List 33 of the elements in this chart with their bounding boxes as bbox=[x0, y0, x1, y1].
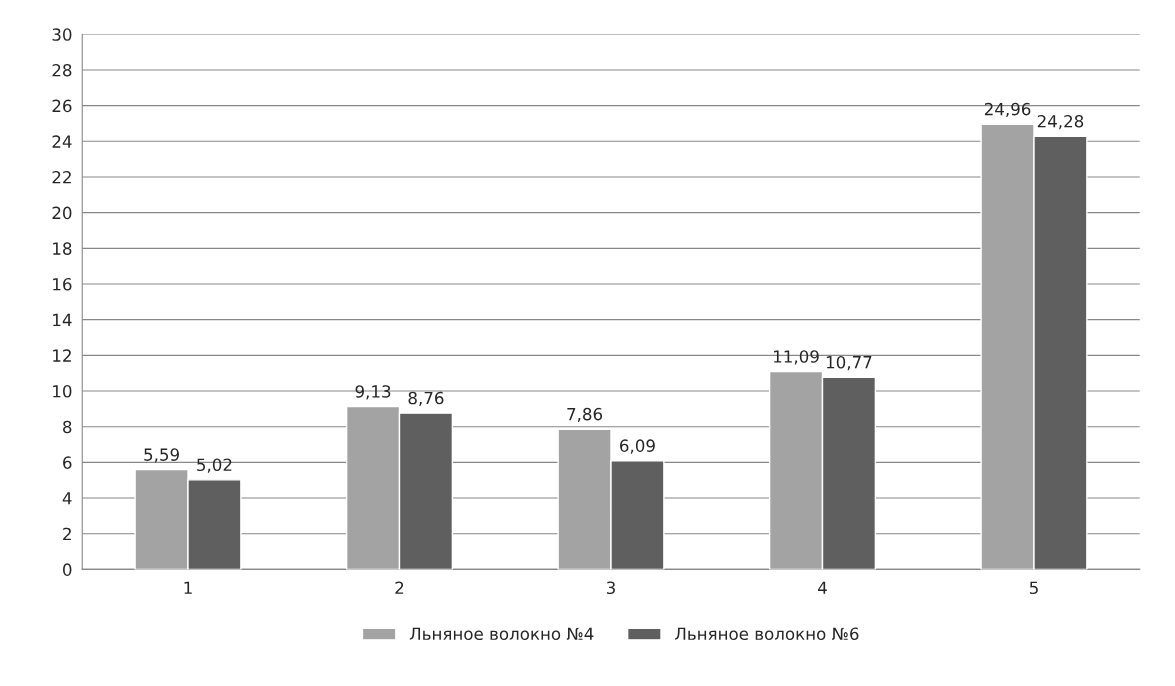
data-label: 6,09 bbox=[620, 439, 655, 454]
y-tick-label: 26 bbox=[52, 99, 72, 113]
y-tick-label: 22 bbox=[52, 170, 71, 184]
y-tick-label: 30 bbox=[52, 28, 72, 41]
y-tick-label: 20 bbox=[52, 206, 72, 220]
data-label: 8,76 bbox=[408, 391, 444, 407]
y-tick-label: 10 bbox=[53, 384, 72, 398]
x-tick-label: 3 bbox=[606, 581, 615, 595]
y-tick-label: 6 bbox=[63, 456, 72, 469]
x-tick-label: 2 bbox=[395, 581, 404, 594]
data-label: 5,59 bbox=[144, 448, 179, 463]
y-tick-label: 14 bbox=[53, 313, 72, 327]
y-tick-label: 2 bbox=[63, 527, 71, 541]
y-tick-label: 18 bbox=[53, 242, 72, 255]
data-label: 7,86 bbox=[567, 407, 603, 423]
y-tick-label: 8 bbox=[63, 420, 72, 434]
x-tick-label: 4 bbox=[818, 581, 827, 594]
data-label: 24,96 bbox=[984, 102, 1031, 118]
x-tick-label: 1 bbox=[184, 581, 192, 594]
data-label: 5,02 bbox=[197, 458, 232, 473]
legend-label: Льняное волокно №4 bbox=[409, 627, 594, 641]
y-tick-label: 0 bbox=[63, 563, 72, 576]
y-tick-label: 16 bbox=[53, 277, 72, 291]
legend-label: Льняное волокно №6 bbox=[675, 627, 859, 641]
y-tick-label: 4 bbox=[62, 492, 72, 505]
data-label: 11,09 bbox=[774, 350, 819, 365]
y-tick-label: 12 bbox=[53, 349, 71, 362]
data-label: 9,13 bbox=[355, 385, 391, 400]
y-tick-label: 28 bbox=[52, 63, 72, 77]
y-tick-label: 24 bbox=[52, 135, 72, 148]
data-label: 24,28 bbox=[1037, 114, 1084, 130]
data-label: 10,77 bbox=[826, 355, 872, 371]
x-tick-label: 5 bbox=[1029, 581, 1038, 595]
